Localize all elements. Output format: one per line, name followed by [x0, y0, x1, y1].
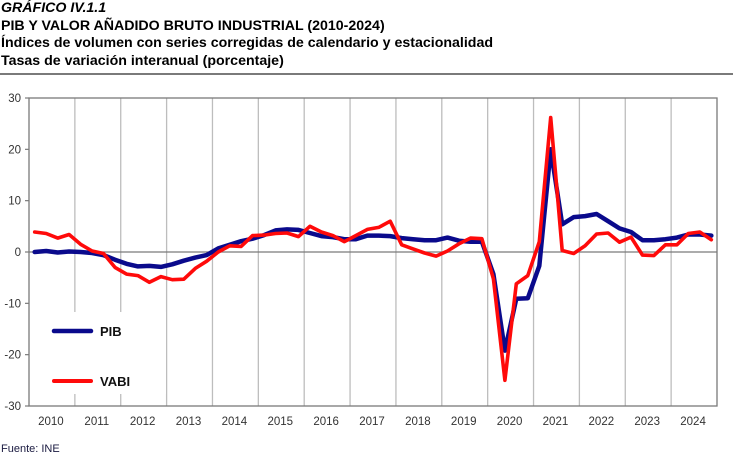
y-tick-label: 10 [8, 196, 21, 208]
x-tick-label: 2019 [451, 416, 477, 428]
source-note: Fuente: INE [1, 443, 60, 455]
y-tick-label: -20 [4, 350, 21, 362]
series-line-vabi [32, 115, 714, 383]
x-tick-label: 2023 [634, 416, 660, 428]
x-tick-label: 2010 [38, 416, 64, 428]
y-axis: 30 20 10 0 -10 -20 -30 [4, 93, 29, 413]
x-tick-label: 2015 [267, 416, 293, 428]
legend-label-vabi: VABI [100, 374, 130, 389]
y-tick-label: 0 [15, 247, 21, 259]
series-group [32, 115, 714, 383]
x-axis: 2010 2011 2012 2013 2014 2015 2016 2017 2018 2019… [38, 416, 706, 428]
legend-label-pib: PIB [100, 324, 122, 339]
y-tick-label: -10 [4, 298, 21, 310]
chart-subtitle: Índices de volumen con series corregidas… [1, 35, 494, 52]
chart-units: Tasas de variación interanual (porcentaj… [1, 52, 284, 69]
x-tick-label: 2012 [130, 416, 156, 428]
y-tick-label: 30 [8, 93, 21, 105]
x-tick-label: 2011 [84, 416, 109, 428]
x-tick-label: 2018 [405, 416, 431, 428]
x-tick-label: 2013 [176, 416, 202, 428]
legend: PIB VABI [51, 324, 130, 389]
chart-title: PIB Y VALOR AÑADIDO BRUTO INDUSTRIAL (20… [1, 17, 385, 34]
x-tick-label: 2022 [589, 416, 615, 428]
x-tick-label: 2021 [543, 416, 569, 428]
series-line-pib [32, 147, 714, 353]
y-tick-label: -30 [4, 401, 21, 413]
y-tick-label: 20 [8, 144, 21, 156]
legend-background [30, 312, 166, 394]
x-tick-label: 2014 [222, 416, 248, 428]
chart-number: GRÁFICO IV.1.1 [1, 0, 107, 16]
x-tick-label: 2016 [313, 416, 339, 428]
chart-header: GRÁFICO IV.1.1 PIB Y VALOR AÑADIDO BRUTO… [1, 0, 731, 70]
x-tick-label: 2020 [497, 416, 523, 428]
x-tick-label: 2017 [359, 416, 385, 428]
header-separator [0, 73, 733, 75]
x-tick-label: 2024 [680, 416, 706, 428]
